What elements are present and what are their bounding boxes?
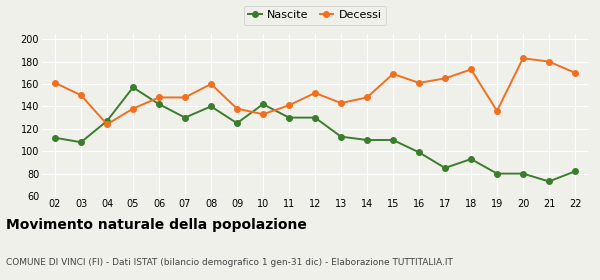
Decessi [259, 113, 266, 116]
Decessi [52, 81, 59, 85]
Nascite [520, 172, 527, 175]
Decessi [130, 107, 137, 110]
Nascite [181, 116, 188, 119]
Decessi [103, 123, 110, 126]
Nascite [545, 180, 553, 183]
Nascite [286, 116, 293, 119]
Nascite [233, 122, 241, 125]
Nascite [337, 135, 344, 138]
Decessi [389, 72, 397, 76]
Nascite [208, 105, 215, 108]
Decessi [520, 57, 527, 60]
Nascite [311, 116, 319, 119]
Nascite [259, 102, 266, 106]
Nascite [155, 102, 163, 106]
Decessi [286, 104, 293, 107]
Nascite [493, 172, 500, 175]
Decessi [311, 91, 319, 95]
Decessi [545, 60, 553, 63]
Text: COMUNE DI VINCI (FI) - Dati ISTAT (bilancio demografico 1 gen-31 dic) - Elaboraz: COMUNE DI VINCI (FI) - Dati ISTAT (bilan… [6, 258, 453, 267]
Decessi [571, 71, 578, 74]
Nascite [52, 136, 59, 139]
Decessi [208, 82, 215, 86]
Decessi [364, 96, 371, 99]
Decessi [181, 96, 188, 99]
Legend: Nascite, Decessi: Nascite, Decessi [244, 6, 386, 25]
Nascite [389, 138, 397, 142]
Line: Decessi: Decessi [52, 55, 578, 127]
Decessi [467, 68, 475, 71]
Decessi [337, 101, 344, 105]
Decessi [155, 96, 163, 99]
Decessi [233, 107, 241, 110]
Decessi [415, 81, 422, 85]
Nascite [77, 141, 85, 144]
Nascite [103, 119, 110, 123]
Nascite [130, 86, 137, 89]
Nascite [571, 170, 578, 173]
Nascite [415, 151, 422, 154]
Line: Nascite: Nascite [52, 85, 578, 184]
Nascite [442, 166, 449, 170]
Decessi [77, 94, 85, 97]
Decessi [442, 77, 449, 80]
Nascite [364, 138, 371, 142]
Decessi [493, 109, 500, 113]
Nascite [467, 157, 475, 161]
Text: Movimento naturale della popolazione: Movimento naturale della popolazione [6, 218, 307, 232]
